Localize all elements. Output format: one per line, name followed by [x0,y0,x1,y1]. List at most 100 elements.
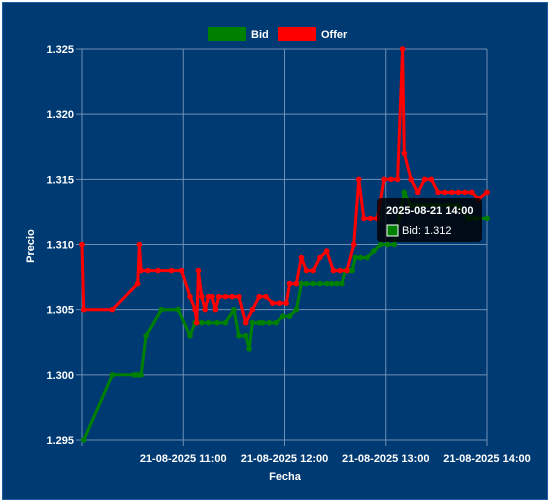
data-point-offer[interactable] [350,241,357,248]
data-point-offer[interactable] [303,267,310,274]
data-point-bid[interactable] [391,241,397,248]
data-point-offer[interactable] [401,150,408,157]
data-point-offer[interactable] [330,267,337,274]
data-point-offer[interactable] [388,176,394,183]
data-point-offer[interactable] [421,176,428,183]
data-point-offer[interactable] [229,293,235,300]
data-point-offer[interactable] [256,293,262,300]
data-point-bid[interactable] [293,306,300,313]
data-point-bid[interactable] [349,267,355,274]
data-point-offer[interactable] [355,176,362,183]
data-point-offer[interactable] [361,215,367,222]
data-point-bid[interactable] [273,319,279,326]
data-point-bid[interactable] [249,319,256,326]
data-point-bid[interactable] [266,319,273,326]
data-point-offer[interactable] [442,189,448,196]
data-point-offer[interactable] [222,293,229,300]
legend-label-offer[interactable]: Offer [321,29,348,41]
data-point-offer[interactable] [283,300,289,306]
data-point-offer[interactable] [187,293,193,300]
data-point-offer[interactable] [415,189,421,196]
data-point-bid[interactable] [303,280,310,287]
data-point-offer[interactable] [455,189,462,196]
data-point-offer[interactable] [298,254,305,261]
data-point-bid[interactable] [298,280,305,287]
data-point-offer[interactable] [310,267,316,274]
data-point-bid[interactable] [357,254,364,261]
data-point-offer[interactable] [408,176,414,183]
data-point-bid[interactable] [246,345,252,352]
data-point-offer[interactable] [317,254,323,261]
data-point-offer[interactable] [394,176,401,183]
data-point-offer[interactable] [178,267,185,274]
data-point-offer[interactable] [286,280,293,287]
data-point-offer[interactable] [136,241,143,248]
data-point-bid[interactable] [352,254,359,261]
data-point-bid[interactable] [158,306,165,313]
data-point-offer[interactable] [242,319,249,326]
data-point-offer[interactable] [134,280,141,287]
data-point-offer[interactable] [138,267,144,274]
data-point-bid[interactable] [364,254,370,261]
legend-swatch-bid[interactable] [208,27,246,41]
data-point-offer[interactable] [269,300,276,306]
data-point-bid[interactable] [401,189,408,196]
data-point-offer[interactable] [448,189,455,196]
data-point-offer[interactable] [193,319,200,326]
data-point-offer[interactable] [155,267,161,274]
data-point-offer[interactable] [484,189,490,196]
legend-label-bid[interactable]: Bid [251,29,269,41]
data-point-offer[interactable] [199,293,205,300]
data-point-offer[interactable] [195,267,202,274]
data-point-offer[interactable] [381,176,387,183]
data-point-offer[interactable] [209,293,215,300]
data-point-offer[interactable] [428,176,435,183]
data-point-offer[interactable] [263,293,269,300]
data-point-offer[interactable] [212,306,219,313]
data-point-offer[interactable] [236,293,242,300]
data-point-bid[interactable] [109,372,116,378]
data-point-bid[interactable] [187,332,193,339]
data-point-offer[interactable] [344,267,350,274]
data-point-offer[interactable] [323,248,330,254]
data-point-bid[interactable] [199,319,205,326]
data-point-bid[interactable] [334,280,340,287]
data-point-offer[interactable] [435,189,441,196]
data-point-bid[interactable] [143,332,149,339]
data-point-bid[interactable] [231,306,237,313]
data-point-bid[interactable] [317,280,323,287]
data-point-offer[interactable] [293,280,300,287]
data-point-bid[interactable] [242,332,249,339]
data-point-offer[interactable] [80,306,87,313]
data-point-bid[interactable] [236,332,242,339]
data-point-bid[interactable] [138,372,144,378]
data-point-offer[interactable] [109,306,116,313]
data-point-offer[interactable] [192,306,198,313]
legend-swatch-offer[interactable] [278,27,316,41]
data-point-bid[interactable] [484,215,490,222]
data-point-offer[interactable] [145,267,151,274]
data-point-bid[interactable] [384,241,391,248]
data-point-offer[interactable] [462,189,468,196]
data-point-offer[interactable] [469,189,475,196]
data-point-bid[interactable] [80,437,87,443]
data-point-offer[interactable] [367,215,374,222]
data-point-offer[interactable] [276,300,283,306]
data-point-offer[interactable] [337,267,343,274]
data-point-offer[interactable] [168,267,175,274]
data-point-offer[interactable] [202,306,208,313]
data-point-offer[interactable] [249,306,256,313]
data-point-bid[interactable] [310,280,316,287]
data-point-bid[interactable] [214,319,220,326]
data-point-bid[interactable] [339,280,345,287]
data-point-bid[interactable] [371,248,377,254]
data-point-offer[interactable] [399,46,406,52]
data-point-offer[interactable] [79,241,85,248]
data-point-bid[interactable] [328,280,335,287]
legend[interactable]: Bid Offer [208,27,348,41]
data-point-bid[interactable] [323,280,330,287]
data-point-bid[interactable] [280,313,286,319]
data-point-bid[interactable] [222,319,229,326]
data-point-bid[interactable] [259,319,266,326]
data-point-bid[interactable] [175,306,181,313]
